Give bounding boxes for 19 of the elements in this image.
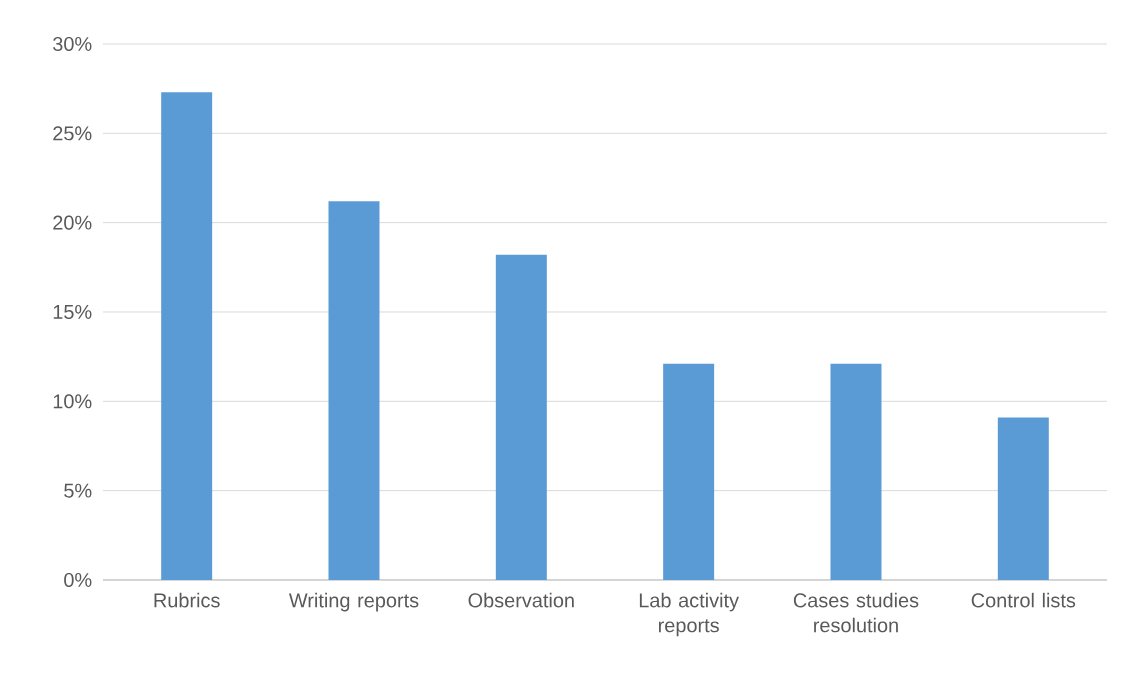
- y-tick-label: 20%: [53, 215, 92, 230]
- x-tick-label: Observation: [468, 592, 574, 608]
- x-tick-label: Cases studies resolution: [793, 592, 919, 633]
- bar: [663, 363, 715, 580]
- bar: [161, 92, 213, 580]
- x-tick-label: Lab activity reports: [639, 592, 739, 637]
- x-tick-label: Rubrics: [154, 592, 220, 608]
- bar: [830, 363, 882, 580]
- x-tick-label: Control lists: [971, 592, 1076, 608]
- y-tick-label: 30%: [53, 36, 92, 52]
- bar: [495, 254, 547, 580]
- x-tick-label: Writing reports: [288, 592, 419, 612]
- y-tick-label: 5%: [64, 483, 92, 498]
- y-tick-label: 0%: [64, 572, 92, 588]
- y-tick-label: 25%: [53, 126, 92, 141]
- y-tick-label: 10%: [53, 394, 92, 409]
- bar: [997, 417, 1049, 580]
- bar: [328, 201, 380, 580]
- y-tick-label: 15%: [53, 304, 92, 319]
